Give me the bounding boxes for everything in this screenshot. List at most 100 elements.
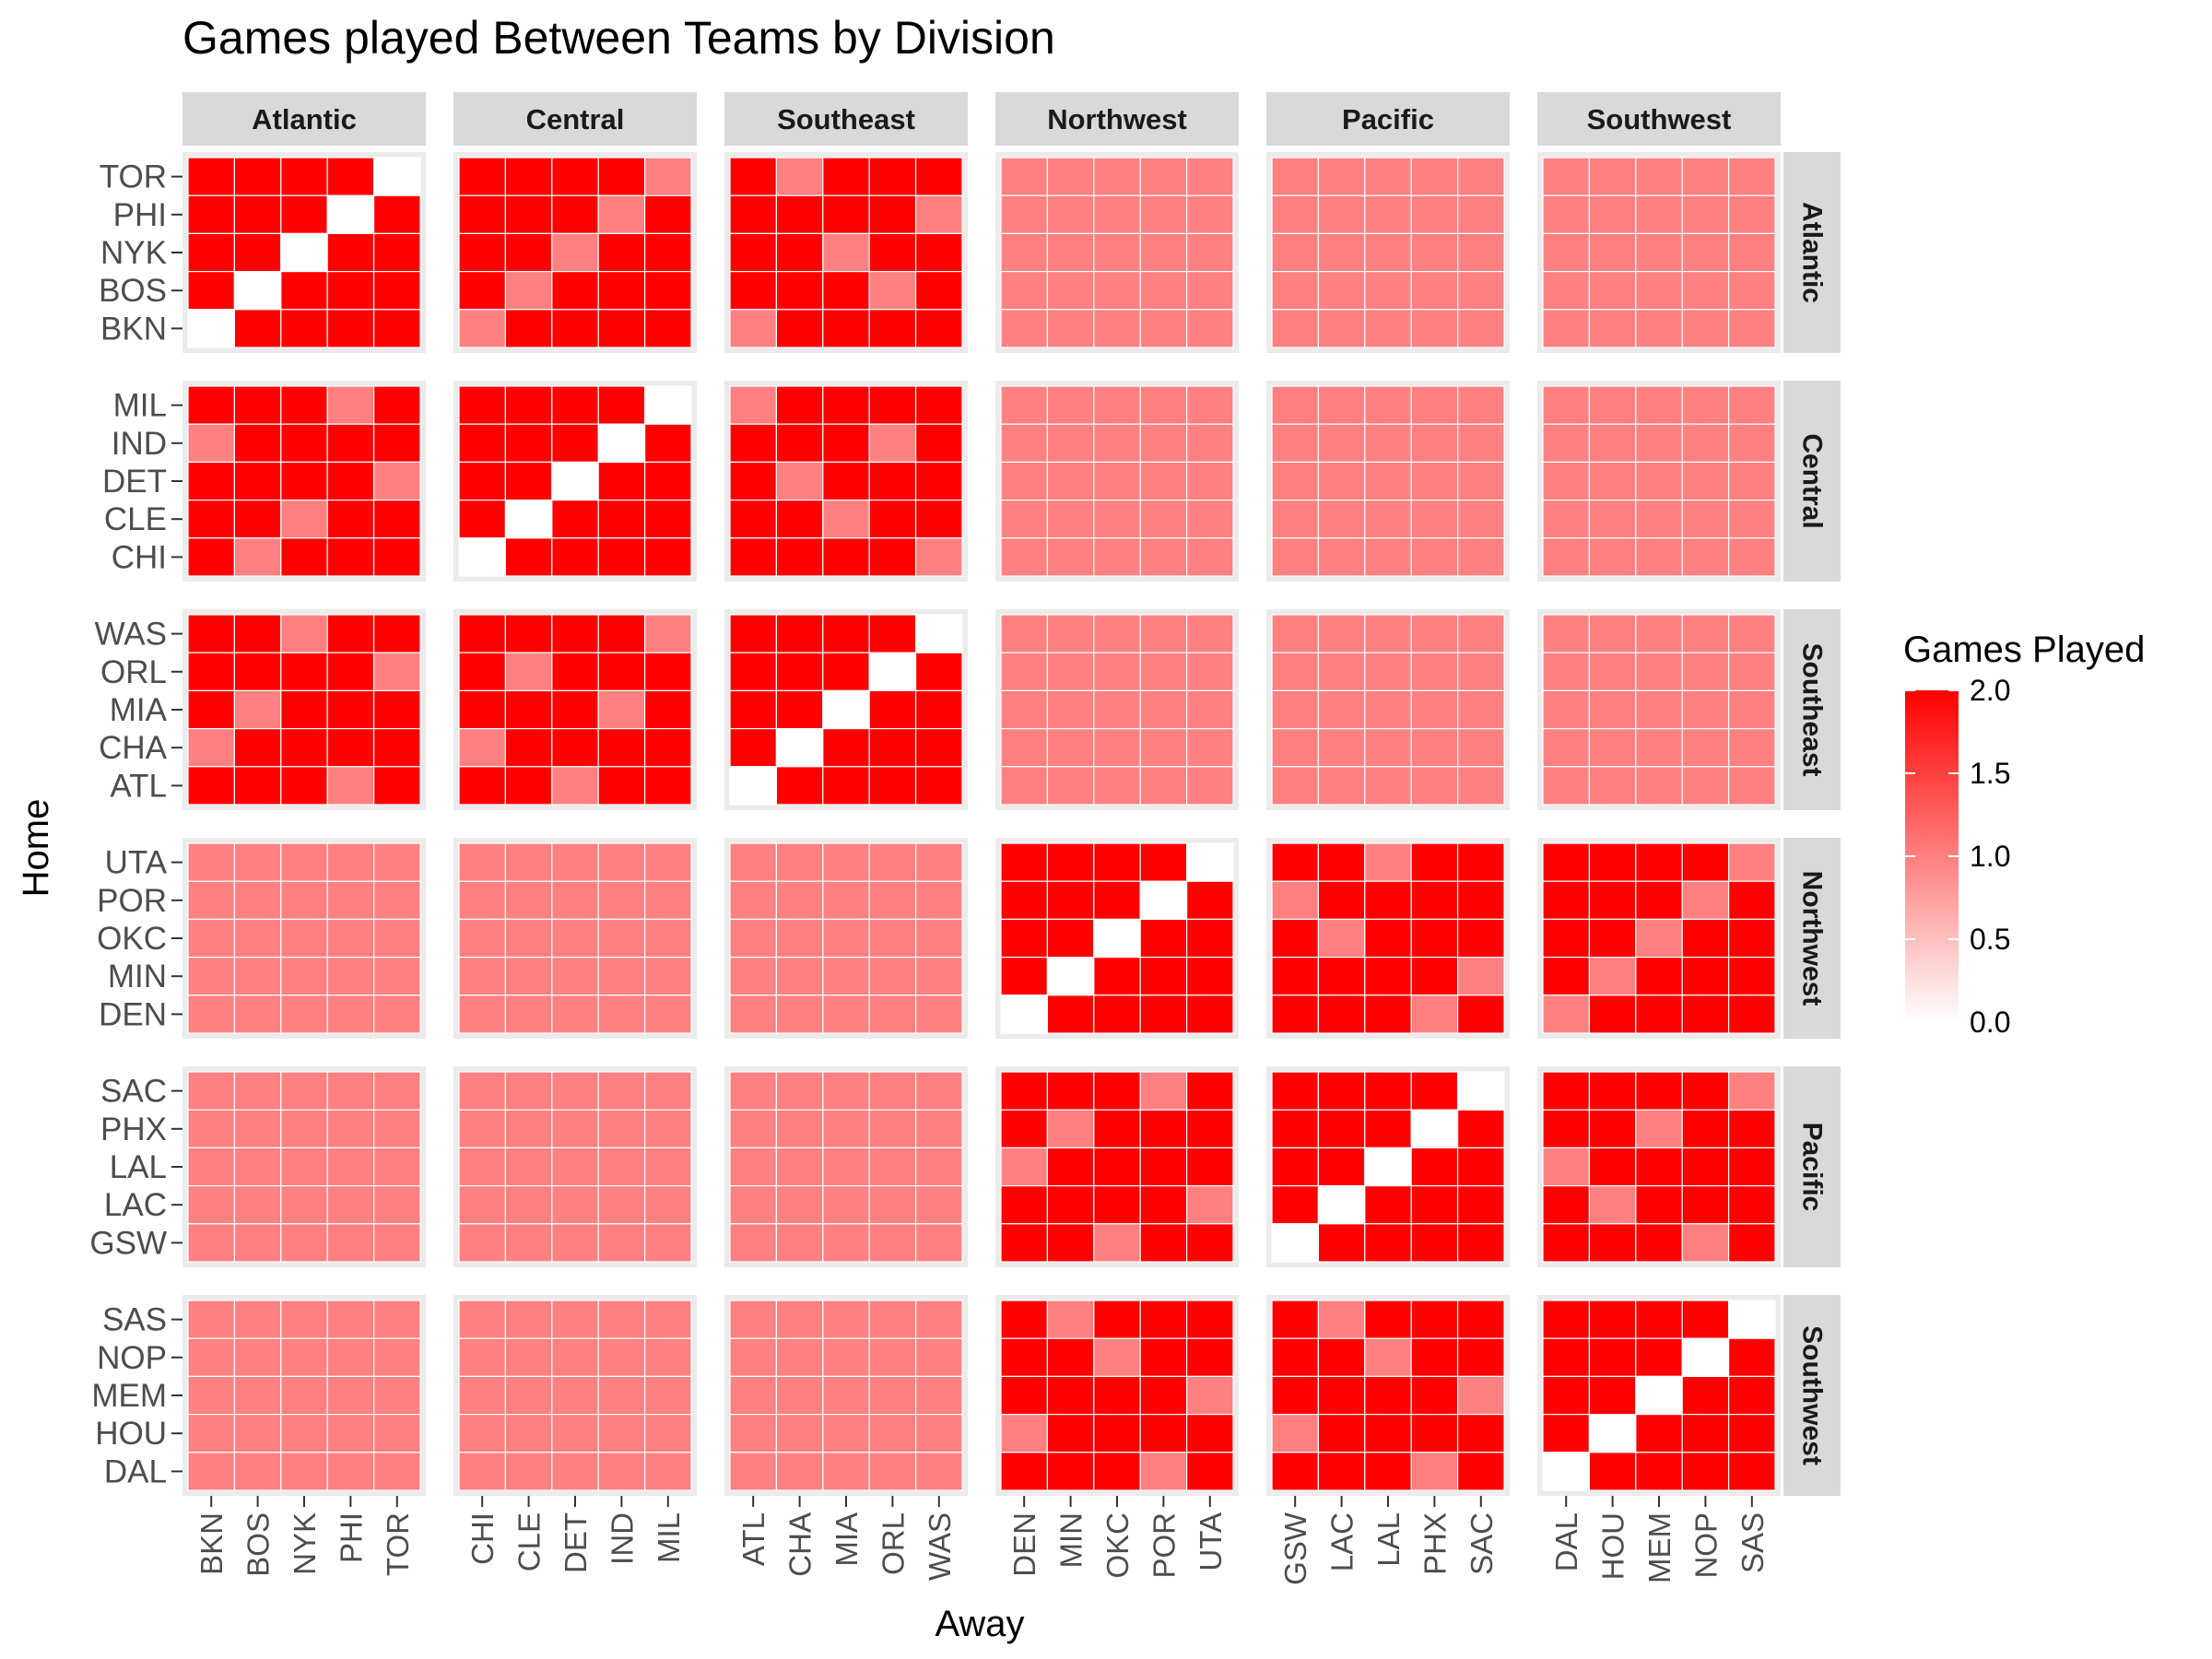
heatmap-cell (1317, 1184, 1366, 1225)
heatmap-cell (914, 1109, 963, 1148)
y-tick-label: DEN (99, 996, 167, 1032)
heatmap-cell (597, 157, 646, 196)
heatmap-cell (1139, 157, 1188, 196)
heatmap-cell (1185, 1184, 1234, 1225)
heatmap-cell (1093, 1109, 1141, 1148)
heatmap-cell (914, 232, 963, 273)
heatmap-cell (233, 918, 282, 959)
y-axis-title: Home (16, 799, 56, 898)
heatmap-cell (551, 1184, 599, 1225)
heatmap-cell (868, 1300, 917, 1339)
heatmap-cell (1635, 1109, 1683, 1148)
heatmap-cell (1681, 614, 1730, 653)
heatmap-cell (1635, 461, 1683, 501)
heatmap-cell (1093, 994, 1141, 1034)
heatmap-cell (458, 423, 507, 464)
heatmap-cell (458, 537, 507, 577)
heatmap-cell (1046, 461, 1095, 501)
heatmap-cell (187, 1223, 236, 1263)
heatmap-cell (233, 689, 282, 730)
heatmap-cell (729, 766, 778, 806)
heatmap-cell (1364, 499, 1412, 539)
heatmap-cell (1727, 537, 1776, 577)
heatmap-cell (1046, 499, 1095, 539)
heatmap-cell (597, 614, 646, 653)
heatmap-cell (1000, 499, 1049, 539)
x-tick-label: ATL (736, 1512, 771, 1566)
heatmap-cell (187, 461, 236, 501)
heatmap-cell (1185, 309, 1234, 348)
heatmap-cell (775, 1337, 824, 1377)
heatmap-cell (1635, 766, 1683, 806)
heatmap-cell (822, 766, 870, 806)
heatmap-cell (643, 689, 692, 730)
heatmap-cell (373, 1452, 421, 1491)
heatmap-cell (914, 1337, 963, 1377)
heatmap-cell (1542, 1300, 1591, 1339)
heatmap-cell (1364, 1452, 1412, 1491)
heatmap-cell (551, 194, 599, 234)
heatmap-cell (1139, 880, 1188, 921)
heatmap-cell (187, 689, 236, 730)
heatmap-cell (1364, 1223, 1412, 1263)
heatmap-cell (1456, 385, 1505, 425)
heatmap-cell (458, 157, 507, 196)
heatmap-cell (1727, 423, 1776, 464)
heatmap-cell (233, 271, 282, 311)
heatmap-cell (1588, 918, 1637, 959)
heatmap-cell (1456, 1300, 1505, 1339)
heatmap-cell (1542, 956, 1591, 996)
heatmap-cell (1271, 1413, 1320, 1453)
heatmap-cell (1681, 1375, 1730, 1416)
heatmap-cell (643, 423, 692, 464)
heatmap-cell (1635, 537, 1683, 577)
heatmap-cell (1139, 842, 1188, 882)
heatmap-cell (280, 956, 328, 996)
heatmap-cell (1046, 1300, 1095, 1339)
heatmap-cell (1410, 766, 1459, 806)
heatmap-cell (1635, 385, 1683, 425)
heatmap-cell (1681, 461, 1730, 501)
heatmap-cell (775, 994, 824, 1034)
heatmap-cell (1727, 918, 1776, 959)
heatmap-cell (373, 1337, 421, 1377)
heatmap-cell (1093, 423, 1141, 464)
heatmap-cell (1317, 994, 1366, 1034)
heatmap-cell (868, 880, 917, 921)
heatmap-cell (1364, 232, 1412, 273)
heatmap-cell (597, 1300, 646, 1339)
heatmap-cell (1410, 157, 1459, 196)
x-axis-title: Away (935, 1604, 1024, 1644)
heatmap-cell (458, 232, 507, 273)
heatmap-cell (1635, 1223, 1683, 1263)
x-tick-label: UTA (1194, 1512, 1228, 1571)
heatmap-cell (1046, 1109, 1095, 1148)
heatmap-cell (1542, 1223, 1591, 1263)
heatmap-cell (1139, 766, 1188, 806)
heatmap-cell (775, 157, 824, 196)
facet-strip-col-label: Southeast (777, 103, 915, 135)
heatmap-cell (1093, 1413, 1141, 1453)
heatmap-cell (1727, 157, 1776, 196)
y-tick-label: BKN (100, 311, 167, 347)
heatmap-cell (597, 727, 646, 768)
heatmap-cell (1271, 918, 1320, 959)
heatmap-cell (280, 1337, 328, 1377)
heatmap-cell (1727, 499, 1776, 539)
heatmap-cell (1635, 614, 1683, 653)
heatmap-cell (373, 1413, 421, 1453)
heatmap-cell (1271, 1337, 1320, 1377)
heatmap-cell (187, 271, 236, 311)
heatmap-cell (233, 727, 282, 768)
heatmap-cell (233, 842, 282, 882)
heatmap-cell (1000, 461, 1049, 501)
heatmap-cell (1093, 1223, 1141, 1263)
heatmap-cell (643, 1223, 692, 1263)
heatmap-cell (1635, 157, 1683, 196)
heatmap-cell (373, 956, 421, 996)
heatmap-cell (1000, 994, 1049, 1034)
legend-tick-label: 1.0 (1970, 840, 2010, 873)
heatmap-cell (1456, 461, 1505, 501)
heatmap-cell (775, 461, 824, 501)
heatmap-cell (373, 194, 421, 234)
